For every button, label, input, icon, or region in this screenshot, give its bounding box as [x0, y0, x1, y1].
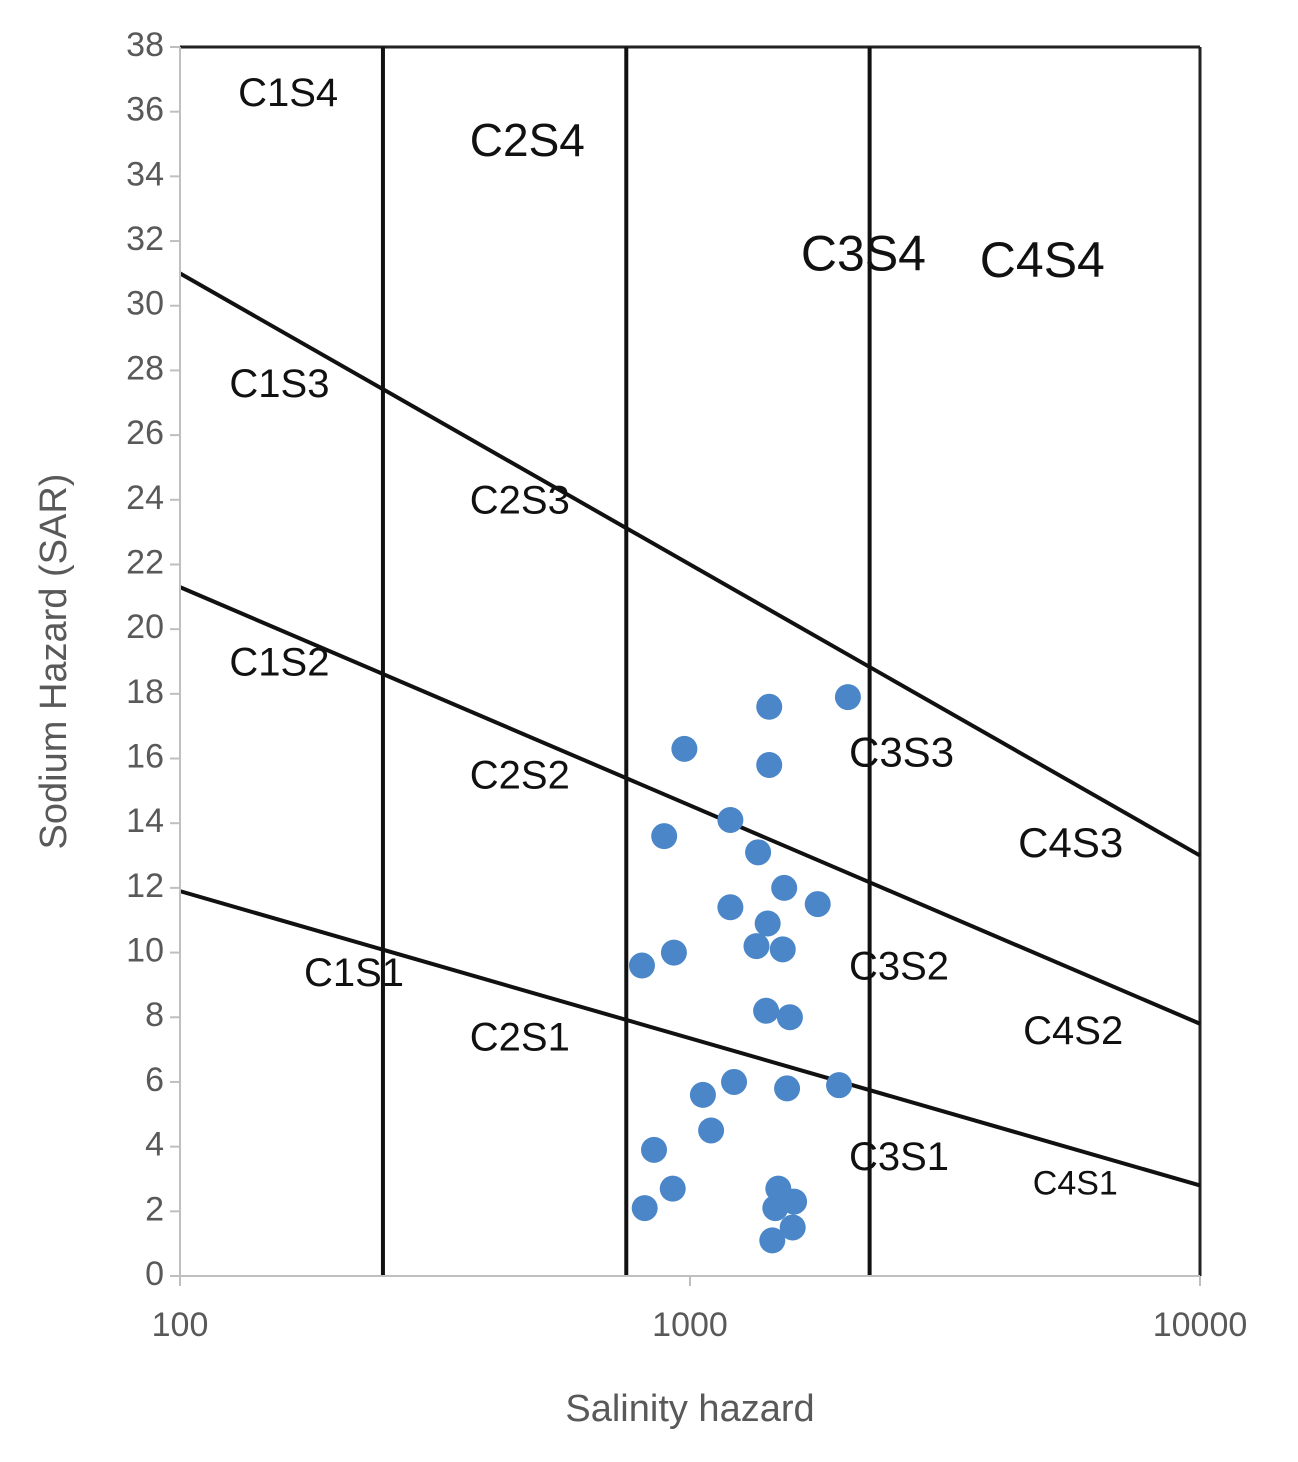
y-tick-label: 24	[126, 479, 164, 517]
data-point	[745, 839, 772, 866]
zone-label-c1s1: C1S1	[304, 951, 404, 995]
zone-label-c3s2: C3S2	[849, 944, 949, 988]
zone-label-c2s1: C2S1	[470, 1015, 570, 1059]
data-point	[834, 684, 861, 711]
zone-labels: C1S4 C2S4 C3S4 C4S4 C1S3 C2S3 C3S3 C4S3 C1S2 C2S2…	[229, 71, 1123, 1202]
plot-frame	[180, 45, 1202, 1276]
y-tick-label: 6	[145, 1061, 164, 1099]
y-tick-label: 0	[145, 1255, 164, 1293]
y-tick-label: 34	[126, 155, 164, 193]
y-axis-title: Sodium Hazard (SAR)	[33, 474, 75, 850]
y-tick-label: 18	[126, 673, 164, 711]
y-tick-label: 38	[126, 26, 164, 64]
data-point	[628, 952, 655, 979]
data-point	[717, 894, 744, 921]
data-point	[671, 735, 698, 762]
zone-label-c4s4: C4S4	[980, 232, 1105, 288]
x-tick-label: 100	[152, 1306, 209, 1344]
zone-label-c2s4: C2S4	[470, 114, 585, 166]
y-tick-label: 28	[126, 349, 164, 387]
data-point	[756, 751, 783, 778]
data-point	[754, 910, 781, 937]
zone-label-c4s2: C4S2	[1023, 1009, 1123, 1053]
y-tick-label: 36	[126, 91, 164, 129]
data-point	[756, 693, 783, 720]
data-point	[759, 1227, 786, 1254]
data-point	[698, 1117, 725, 1144]
classification-boundaries	[179, 47, 1201, 1276]
data-point	[826, 1072, 853, 1099]
data-point	[769, 936, 796, 963]
zone-label-c1s3: C1S3	[229, 362, 329, 406]
data-point	[753, 997, 780, 1024]
y-tick-label: 14	[126, 802, 164, 840]
x-tick-label: 10000	[1153, 1306, 1248, 1344]
sodium-boundary-1	[179, 271, 1201, 858]
data-point	[779, 1214, 806, 1241]
data-point	[804, 891, 831, 918]
data-point	[743, 933, 770, 960]
zone-label-c3s1: C3S1	[849, 1135, 949, 1179]
data-point	[776, 1004, 803, 1031]
y-tick-label: 12	[126, 867, 164, 905]
data-point	[651, 823, 678, 850]
data-point	[771, 874, 798, 901]
data-point	[641, 1136, 668, 1163]
data-point	[659, 1175, 686, 1202]
zone-label-c2s3: C2S3	[470, 479, 570, 523]
sodium-boundary-3	[179, 889, 1201, 1188]
data-point	[631, 1195, 658, 1222]
y-tick-label: 4	[145, 1126, 164, 1164]
zone-label-c4s1: C4S1	[1033, 1164, 1118, 1202]
y-tick-label: 8	[145, 996, 164, 1034]
zone-label-c1s4: C1S4	[238, 71, 338, 115]
y-tick-label: 2	[145, 1190, 164, 1228]
y-tick-label: 20	[126, 608, 164, 646]
y-tick-label: 26	[126, 414, 164, 452]
data-points	[628, 684, 861, 1254]
data-point	[721, 1068, 748, 1095]
zone-label-c3s4: C3S4	[801, 225, 926, 281]
zone-label-c1s2: C1S2	[229, 640, 329, 684]
data-point	[660, 939, 687, 966]
sodium-boundary-2	[179, 585, 1201, 1026]
data-point	[689, 1081, 716, 1108]
zone-label-c2s2: C2S2	[470, 753, 570, 797]
x-axis-title: Salinity hazard	[565, 1388, 814, 1430]
y-tick-label: 16	[126, 738, 164, 776]
zone-label-c3s3: C3S3	[849, 728, 954, 775]
y-tick-label: 30	[126, 285, 164, 323]
data-point	[762, 1195, 789, 1222]
x-tick-label: 1000	[652, 1306, 728, 1344]
y-tick-label: 32	[126, 220, 164, 258]
y-tick-label: 10	[126, 932, 164, 970]
zone-label-c4s3: C4S3	[1018, 819, 1123, 866]
data-point	[774, 1075, 801, 1102]
data-point	[717, 806, 744, 833]
y-tick-label: 22	[126, 543, 164, 581]
